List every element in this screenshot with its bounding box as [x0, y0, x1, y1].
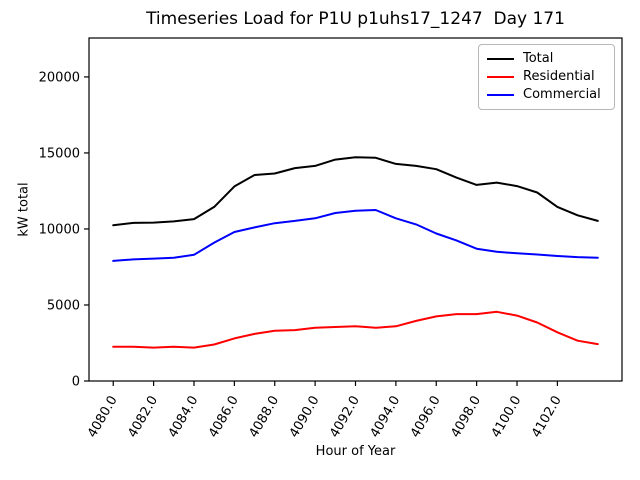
residential-line-swatch: [487, 76, 514, 78]
legend-label-commercial: Commercial: [523, 87, 601, 102]
x-tick-label: 4098.0: [448, 394, 484, 441]
legend-row-commercial: Commercial: [487, 86, 606, 104]
x-tick-label: 4086.0: [206, 394, 242, 441]
legend-label-total: Total: [523, 51, 554, 66]
chart-title: Timeseries Load for P1U p1uhs17_1247 Day…: [146, 9, 565, 29]
legend-row-residential: Residential: [487, 68, 606, 86]
x-tick-label: 4090.0: [287, 394, 323, 441]
x-tick-label: 4102.0: [529, 394, 565, 441]
x-axis-label: Hour of Year: [315, 444, 396, 459]
legend-label-residential: Residential: [523, 69, 595, 84]
legend: Total Residential Commercial: [478, 44, 615, 110]
commercial-line-swatch: [487, 94, 514, 96]
x-tick-label: 4088.0: [246, 394, 282, 441]
y-tick-label: 10000: [39, 222, 80, 237]
series-line-commercial: [112, 209, 599, 262]
x-tick-label: 4084.0: [166, 394, 202, 441]
x-tick-label: 4080.0: [85, 394, 121, 441]
y-tick-label: 0: [72, 375, 80, 390]
x-tick-label: 4096.0: [408, 394, 444, 441]
x-tick-label: 4092.0: [327, 394, 363, 441]
x-tick-label: 4094.0: [368, 394, 404, 441]
y-axis-label: kW total: [16, 182, 32, 237]
series-line-residential: [112, 310, 599, 349]
y-tick-label: 20000: [39, 70, 80, 85]
legend-row-total: Total: [487, 50, 606, 68]
total-line-swatch: [487, 58, 514, 60]
series-line-total: [112, 156, 599, 227]
x-tick-label: 4082.0: [125, 394, 161, 441]
y-tick-label: 15000: [39, 146, 80, 161]
y-tick-label: 5000: [47, 298, 80, 313]
x-tick-label: 4100.0: [489, 394, 525, 441]
